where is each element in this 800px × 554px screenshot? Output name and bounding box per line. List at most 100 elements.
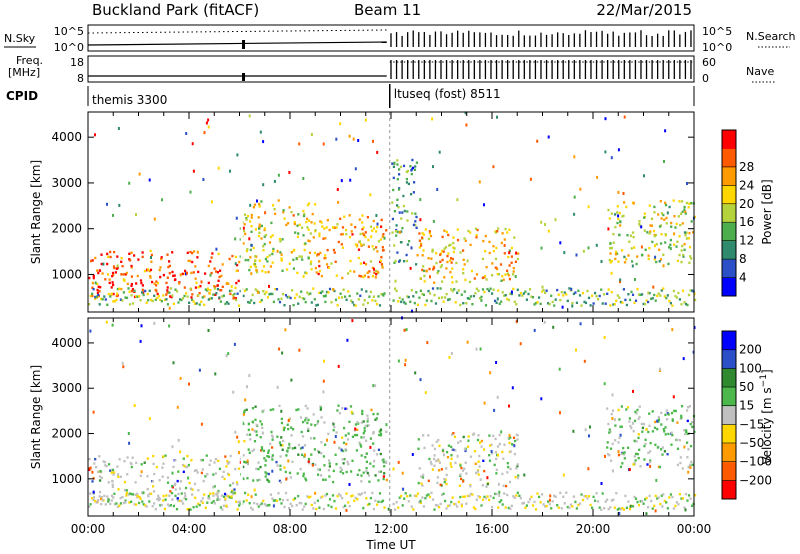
data-cell	[494, 257, 498, 261]
colorbar-tick-label: −200	[739, 473, 772, 487]
data-cell	[262, 249, 265, 252]
data-cell	[98, 495, 101, 498]
data-cell	[542, 503, 545, 506]
data-cell	[185, 292, 188, 295]
data-cell	[645, 427, 648, 431]
data-cell	[237, 501, 240, 504]
data-cell	[659, 367, 662, 371]
data-cell	[279, 443, 282, 447]
data-cell	[348, 235, 352, 239]
data-cell	[677, 215, 680, 218]
data-cell	[404, 358, 407, 362]
data-cell	[547, 229, 550, 233]
data-cell	[631, 293, 635, 296]
data-cell	[328, 459, 331, 462]
data-cell	[288, 262, 291, 265]
data-cell	[626, 234, 629, 237]
data-cell	[259, 420, 262, 423]
data-cell	[553, 304, 556, 307]
velocity-ylabel: Slant Range [km]	[29, 365, 43, 469]
data-cell	[641, 293, 644, 296]
data-cell	[224, 497, 227, 500]
data-cell	[128, 181, 131, 185]
data-cell	[462, 302, 465, 305]
data-cell	[255, 423, 258, 427]
data-cell	[178, 298, 182, 301]
data-cell	[634, 452, 638, 456]
data-cell	[294, 231, 297, 234]
data-cell	[667, 413, 670, 416]
data-cell	[678, 235, 681, 238]
data-cell	[125, 489, 128, 492]
data-cell	[273, 179, 276, 183]
data-cell	[218, 467, 221, 470]
data-cell	[459, 495, 462, 499]
data-cell	[345, 298, 348, 301]
data-cell	[430, 257, 433, 260]
data-cell	[128, 303, 132, 306]
data-cell	[222, 504, 225, 507]
data-cell	[485, 485, 488, 488]
data-cell	[319, 220, 322, 223]
data-cell	[528, 288, 532, 291]
data-cell	[381, 249, 385, 252]
data-cell	[628, 298, 632, 302]
data-cell	[255, 433, 258, 437]
data-cell	[349, 405, 353, 408]
data-cell	[322, 295, 325, 298]
data-cell	[494, 451, 497, 454]
data-cell	[681, 497, 685, 500]
data-cell	[350, 299, 353, 302]
data-cell	[462, 258, 465, 261]
data-cell	[335, 431, 338, 434]
data-cell	[503, 443, 506, 446]
data-cell	[677, 503, 680, 506]
data-cell	[675, 222, 678, 226]
data-cell	[444, 296, 447, 299]
data-cell	[448, 504, 451, 507]
data-cell	[412, 508, 415, 511]
y-tick-label: 3000	[51, 381, 82, 395]
data-cell	[327, 291, 330, 294]
data-cell	[406, 295, 409, 298]
data-cell	[556, 504, 559, 507]
cpid-strip: CPID themis 3300 ltuseq (fost) 8511	[6, 84, 695, 108]
data-cell	[616, 508, 619, 511]
data-cell	[272, 204, 275, 207]
data-cell	[117, 127, 120, 130]
data-cell	[396, 251, 399, 254]
data-cell	[89, 492, 92, 495]
data-cell	[474, 292, 477, 295]
data-cell	[560, 507, 563, 510]
data-cell	[234, 255, 237, 259]
data-cell	[377, 479, 380, 482]
data-cell	[198, 503, 201, 507]
data-cell	[194, 286, 197, 289]
data-cell	[307, 256, 310, 260]
data-cell	[660, 494, 663, 497]
data-cell	[303, 212, 306, 216]
data-cell	[439, 265, 442, 269]
data-cell	[433, 457, 436, 461]
data-cell	[107, 292, 110, 296]
data-cell	[430, 462, 433, 466]
data-cell	[673, 409, 676, 413]
colorbar-tick-label: 8	[739, 252, 747, 266]
data-cell	[115, 294, 118, 298]
data-cell	[630, 290, 633, 294]
data-cell	[283, 304, 286, 307]
data-cell	[687, 466, 690, 469]
data-cell	[121, 361, 124, 365]
data-cell	[475, 471, 478, 475]
data-cell	[634, 459, 637, 462]
data-cell	[467, 435, 470, 438]
data-cell	[181, 297, 185, 300]
data-cell	[356, 433, 359, 437]
data-cell	[525, 298, 528, 301]
colorbar-swatch	[722, 148, 736, 168]
data-cell	[391, 201, 394, 204]
data-cell	[421, 484, 424, 487]
data-cell	[497, 482, 500, 486]
data-cell	[496, 395, 499, 399]
data-cell	[478, 297, 482, 300]
